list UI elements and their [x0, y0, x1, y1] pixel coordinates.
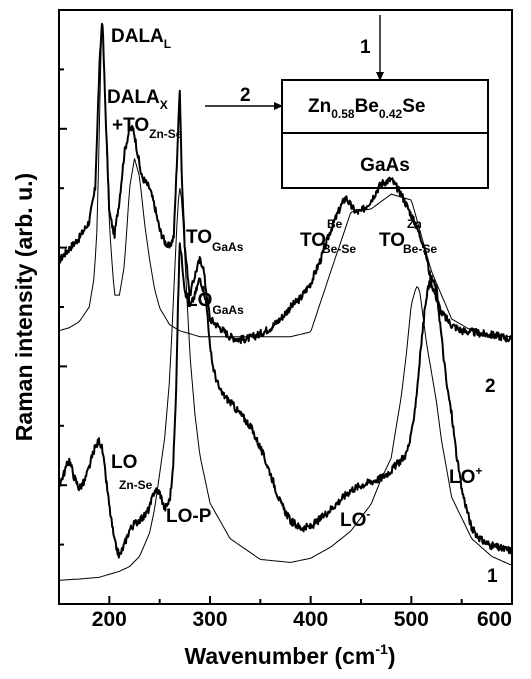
arrow-2-label: 2 — [240, 85, 251, 106]
label-lo-gaas: LOGaAs — [186, 290, 244, 317]
inset-znbese-label: Zn0.58Be0.42Se — [308, 96, 425, 121]
x-tick-label: 500 — [394, 608, 429, 631]
x-axis-ticks: 200 300 400 500 600 — [58, 9, 513, 631]
x-tick-label: 600 — [477, 608, 512, 631]
arrow-1-head — [376, 72, 384, 81]
inset-gaas-label: GaAs — [360, 155, 410, 176]
label-lo-plus: LO+ — [449, 464, 482, 488]
peak-annotations: DALAL DALAX +TOZn-Se TOGaAs LOGaAs TOBe B… — [107, 26, 498, 587]
sample-inset: Zn0.58Be0.42Se GaAs 1 2 — [205, 15, 489, 189]
spectrum-1-fit — [59, 188, 513, 581]
arrow-1-label: 1 — [360, 37, 371, 58]
y-axis-title: Raman intensity (arb. u.) — [11, 173, 37, 441]
label-to-gaas: TOGaAs — [186, 227, 244, 254]
label-to-znse: +TOZn-Se — [112, 115, 183, 141]
spectrum-2-fit — [58, 35, 513, 338]
arrow-2-head — [274, 102, 283, 110]
label-series-1: 1 — [487, 566, 498, 587]
label-lo-znse: LO Zn-Se — [111, 452, 153, 492]
label-series-2: 2 — [485, 376, 496, 397]
x-tick-label: 200 — [92, 608, 127, 631]
label-dala-l: DALAL — [111, 26, 171, 51]
x-tick-label: 400 — [293, 608, 328, 631]
label-lo-minus: LO- — [340, 507, 370, 531]
label-to-be: TOBe Be-Se — [300, 217, 356, 256]
x-tick-label: 300 — [192, 608, 227, 631]
spectrum-2-experimental — [58, 22, 513, 345]
label-to-zn: TOZn Be-Se — [379, 217, 437, 256]
plot-area — [58, 22, 513, 581]
x-axis-title: Wavenumber (cm-1) — [185, 641, 396, 669]
spectrum-1-experimental — [58, 242, 513, 559]
label-dala-x: DALAX — [107, 87, 168, 112]
label-lo-p: LO-P — [166, 506, 212, 527]
